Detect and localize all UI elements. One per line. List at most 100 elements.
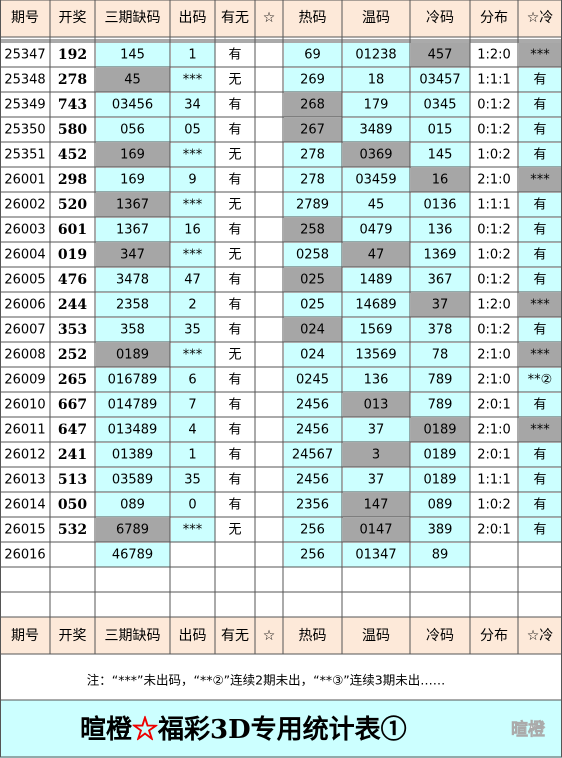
watermark: 暄橙	[511, 719, 546, 740]
cell: 024	[300, 348, 325, 363]
cell: 有	[228, 373, 241, 388]
header-bg	[0, 0, 562, 37]
cell: 有	[533, 398, 546, 413]
cell: 389	[428, 523, 453, 538]
cell: 1:0:2	[477, 248, 511, 263]
cell: 26011	[4, 423, 45, 438]
cell: 0345	[423, 98, 456, 113]
cell: 有	[533, 273, 546, 288]
cell-bg	[171, 68, 215, 92]
cell: 050	[58, 497, 87, 513]
cell-bg	[519, 293, 562, 317]
title-bg	[0, 700, 562, 758]
cell: 34	[184, 98, 201, 113]
cell-bg	[411, 243, 470, 267]
cell: 667	[58, 397, 87, 413]
cell: 0:1:2	[477, 273, 511, 288]
cell: 有	[228, 223, 241, 238]
cell-bg	[519, 418, 562, 442]
cell-bg	[171, 293, 215, 317]
cell-bg	[411, 168, 470, 192]
cell: 0147	[359, 523, 392, 538]
cell-bg	[284, 68, 342, 92]
cell: 244	[58, 297, 87, 313]
cell: 258	[300, 223, 325, 238]
cell: 0479	[359, 223, 392, 238]
cell: 无	[228, 73, 241, 88]
cell: 2:1:0	[477, 373, 511, 388]
cell-bg	[411, 293, 470, 317]
cell: 089	[120, 498, 145, 513]
cell-bg	[171, 143, 215, 167]
cell: 46789	[112, 548, 153, 563]
cell-bg	[96, 168, 170, 192]
cell-bg	[284, 518, 342, 542]
cell: 147	[364, 498, 389, 513]
cell: 69	[304, 48, 321, 63]
cell: 有	[228, 123, 241, 138]
cell: 05	[184, 123, 201, 138]
cell: 26013	[4, 473, 45, 488]
cell-bg	[171, 268, 215, 292]
title-part: 福彩3D专用统计表①	[157, 714, 407, 745]
cell: 25347	[4, 48, 45, 63]
cell: 2:0:1	[477, 448, 511, 463]
cell: 256	[300, 523, 325, 538]
cell-bg	[96, 118, 170, 142]
cell: 0:1:2	[477, 223, 511, 238]
cell: 有	[533, 473, 546, 488]
cell: 26002	[4, 198, 45, 213]
cell: 25348	[4, 73, 45, 88]
column-header: ☆冷	[527, 628, 554, 644]
cell: 35	[184, 323, 201, 338]
cell-bg	[284, 393, 342, 417]
footer-header-bg	[0, 617, 562, 654]
cell: 有	[533, 323, 546, 338]
column-header: 出码	[179, 10, 207, 26]
cell: 278	[58, 72, 87, 88]
cell: 016789	[108, 373, 158, 388]
cell-bg	[284, 118, 342, 142]
cell-bg	[519, 218, 562, 242]
cell: 1	[188, 448, 196, 463]
column-header: 期号	[11, 10, 39, 26]
cell-bg	[171, 393, 215, 417]
cell: 有	[533, 248, 546, 263]
cell: 4	[188, 423, 196, 438]
cell: 0189	[423, 423, 456, 438]
cell: 有	[228, 398, 241, 413]
cell: 有	[228, 48, 241, 63]
cell: 26001	[4, 173, 45, 188]
cell-bg	[284, 243, 342, 267]
cell: 无	[228, 523, 241, 538]
cell: ***	[183, 248, 203, 263]
cell: 513	[58, 472, 87, 488]
cell: 26015	[4, 523, 45, 538]
cell-bg	[284, 143, 342, 167]
cell-bg	[343, 443, 410, 467]
cell-bg	[284, 268, 342, 292]
cell-bg	[96, 343, 170, 367]
cell: 056	[120, 123, 145, 138]
cell: 26016	[4, 548, 45, 563]
cell: 2456	[296, 473, 329, 488]
cell: 0245	[296, 373, 329, 388]
cell-bg	[284, 443, 342, 467]
cell: 1489	[359, 273, 392, 288]
cell: ***	[530, 48, 550, 63]
cell-bg	[96, 318, 170, 342]
cell-bg	[343, 143, 410, 167]
cell: 有	[228, 473, 241, 488]
cell: 145	[428, 148, 453, 163]
cell-bg	[171, 243, 215, 267]
cell-bg	[343, 418, 410, 442]
cell-bg	[284, 93, 342, 117]
column-header: 分布	[480, 628, 508, 644]
cell: 有	[533, 73, 546, 88]
column-header: 开奖	[59, 627, 87, 644]
cell: 265	[58, 372, 87, 388]
cell-bg	[343, 343, 410, 367]
cell-bg	[519, 343, 562, 367]
cell-bg	[284, 543, 342, 567]
